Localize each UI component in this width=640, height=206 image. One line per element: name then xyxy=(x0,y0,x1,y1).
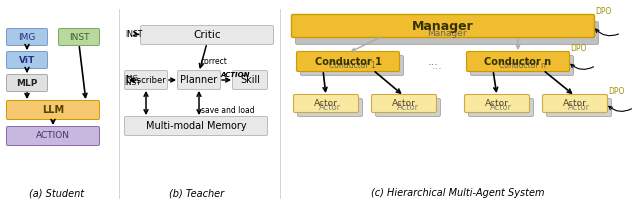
Text: INST: INST xyxy=(68,33,89,41)
FancyBboxPatch shape xyxy=(301,55,403,76)
Text: DPO: DPO xyxy=(595,7,611,15)
Text: Critic: Critic xyxy=(193,30,221,40)
Text: IMG: IMG xyxy=(124,75,138,81)
Text: Actor: Actor xyxy=(568,103,590,112)
FancyBboxPatch shape xyxy=(296,21,598,44)
FancyBboxPatch shape xyxy=(177,70,221,89)
Text: (c) Hierarchical Multi-Agent System: (c) Hierarchical Multi-Agent System xyxy=(371,188,545,198)
Text: Actor: Actor xyxy=(319,103,341,112)
Text: INST: INST xyxy=(125,29,142,39)
FancyBboxPatch shape xyxy=(547,98,611,117)
FancyBboxPatch shape xyxy=(376,98,440,117)
FancyBboxPatch shape xyxy=(6,52,47,69)
Text: ACTION: ACTION xyxy=(220,72,250,78)
Text: Actor: Actor xyxy=(490,103,512,112)
Text: Conductor 1: Conductor 1 xyxy=(315,56,381,67)
Text: Actor: Actor xyxy=(314,99,338,108)
FancyBboxPatch shape xyxy=(468,98,534,117)
FancyBboxPatch shape xyxy=(141,26,273,44)
Text: (a) Student: (a) Student xyxy=(29,188,84,198)
Text: DPO: DPO xyxy=(570,43,586,53)
FancyBboxPatch shape xyxy=(125,70,168,89)
FancyBboxPatch shape xyxy=(125,117,268,136)
Text: (b) Teacher: (b) Teacher xyxy=(170,188,225,198)
Text: ...: ... xyxy=(431,61,442,70)
FancyBboxPatch shape xyxy=(232,70,268,89)
FancyBboxPatch shape xyxy=(470,55,573,76)
FancyBboxPatch shape xyxy=(371,95,436,112)
FancyBboxPatch shape xyxy=(6,75,47,91)
Text: Actor: Actor xyxy=(563,99,587,108)
Text: Actor: Actor xyxy=(392,99,416,108)
FancyBboxPatch shape xyxy=(543,95,607,112)
Text: Actor: Actor xyxy=(397,103,419,112)
Text: IMG: IMG xyxy=(19,33,36,41)
Text: Conductor n: Conductor n xyxy=(499,61,545,70)
Text: Conductor 1: Conductor 1 xyxy=(328,61,376,70)
Text: MLP: MLP xyxy=(16,78,38,88)
Text: Planner: Planner xyxy=(180,75,218,85)
Text: Actor: Actor xyxy=(485,99,509,108)
FancyBboxPatch shape xyxy=(294,95,358,112)
Text: ViT: ViT xyxy=(19,55,35,64)
FancyBboxPatch shape xyxy=(296,52,399,71)
Text: correct: correct xyxy=(201,56,228,66)
FancyBboxPatch shape xyxy=(58,28,99,46)
Text: LLM: LLM xyxy=(42,105,64,115)
Text: ...: ... xyxy=(428,56,438,67)
Text: Skill: Skill xyxy=(240,75,260,85)
FancyBboxPatch shape xyxy=(6,126,99,145)
FancyBboxPatch shape xyxy=(298,98,362,117)
Text: save and load: save and load xyxy=(201,105,255,115)
Text: Conductor n: Conductor n xyxy=(484,56,552,67)
Text: INST: INST xyxy=(124,80,141,86)
Text: Manager: Manager xyxy=(412,20,474,33)
Text: Manager: Manager xyxy=(427,28,467,37)
FancyBboxPatch shape xyxy=(465,95,529,112)
Text: DPO: DPO xyxy=(608,87,624,96)
FancyBboxPatch shape xyxy=(6,101,99,119)
Text: ACTION: ACTION xyxy=(36,131,70,140)
Text: Multi-modal Memory: Multi-modal Memory xyxy=(146,121,246,131)
FancyBboxPatch shape xyxy=(291,14,595,37)
FancyBboxPatch shape xyxy=(467,52,570,71)
FancyBboxPatch shape xyxy=(6,28,47,46)
Text: Describer: Describer xyxy=(125,76,166,84)
